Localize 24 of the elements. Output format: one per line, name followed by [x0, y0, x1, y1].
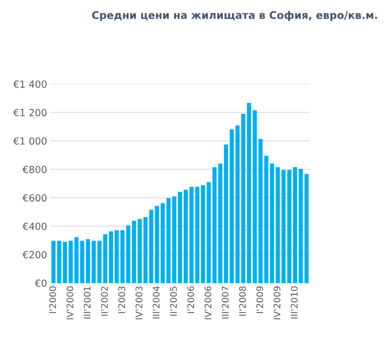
y-tick-label: €0	[34, 279, 47, 287]
y-tick-label: €1 400	[13, 80, 47, 88]
y-tick-label: €800	[22, 166, 47, 174]
x-tick-label: III'2010	[290, 286, 298, 318]
y-tick-label: €1 200	[13, 108, 47, 116]
x-tick-label: II'2002	[101, 286, 108, 316]
y-tick-label: €600	[22, 194, 47, 202]
chart-title: Средни цени на жилищата в София, евро/кв.м.	[92, 10, 377, 22]
y-tick-label: €200	[22, 251, 47, 258]
x-tick-label: II'2005	[170, 286, 177, 316]
x-tick-label: III'2004	[152, 286, 160, 318]
x-tick-label: I'2006	[187, 286, 194, 314]
y-tick-label: €400	[22, 222, 47, 230]
x-tick-label: IV'2009	[274, 286, 280, 320]
x-tick-label: II'2008	[239, 286, 246, 316]
x-tick-label: IV'2006	[204, 286, 212, 320]
x-tick-label: I'2000	[49, 286, 56, 314]
x-tick-label: III'2007	[222, 286, 229, 318]
x-tick-label: IV'2000	[66, 286, 74, 320]
x-tick-label: IV'2003	[136, 286, 142, 320]
x-tick-label: III'2001	[84, 286, 91, 318]
y-tick-label: €1 000	[13, 137, 47, 145]
x-tick-label: I'2003	[118, 286, 126, 314]
x-tick-label: I'2009	[256, 286, 264, 314]
